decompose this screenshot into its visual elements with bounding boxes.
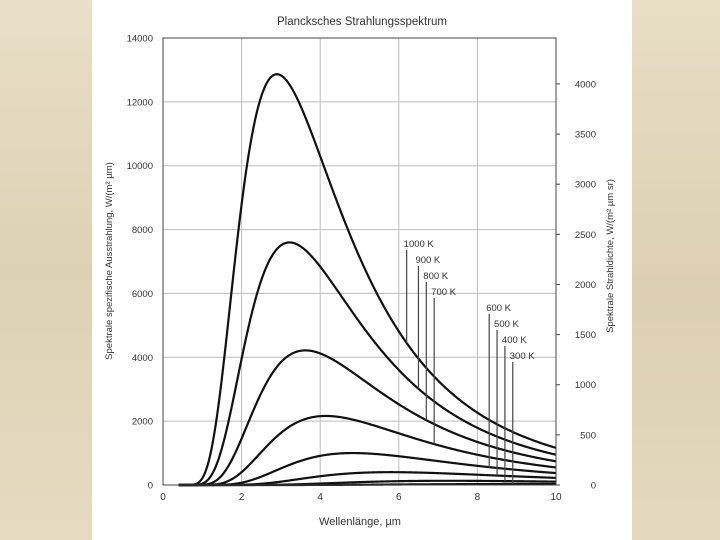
series-line-900k [178,241,557,487]
y-tick-label-left: 4000 [132,353,153,364]
y-tick-label-right: 500 [580,430,596,441]
series-line-1000k [178,73,557,487]
series-line-700k [178,414,557,487]
series-label-500k: 500 K [494,319,519,330]
y-tick-label-right: 3000 [575,180,596,191]
series-label-600k: 600 K [486,303,511,314]
y-tick-label-left: 12000 [127,97,153,108]
background-left-texture [0,0,92,540]
y-axis-label-left: Spektrale spezifische Ausstrahlung, W/(m… [104,162,115,360]
series-label-1000k: 1000 K [404,239,435,250]
series-label-300k: 300 K [510,351,535,362]
x-tick-label: 6 [396,492,402,503]
x-axis-label: Wellenlänge, µm [319,516,401,528]
y-tick-label-right: 1000 [575,380,596,391]
x-tick-label: 2 [239,492,245,503]
y-axis-label-right: Spektrale Strahldichte, W/(m² µm sr) [605,179,616,333]
y-tick-label-left: 2000 [132,417,153,428]
y-tick-label-left: 10000 [127,161,153,172]
series-label-800k: 800 K [423,271,448,282]
y-tick-label-left: 14000 [127,34,153,45]
x-tick-label: 0 [160,492,166,503]
series-line-800k [178,349,557,487]
y-tick-label-right: 0 [591,481,596,492]
series-label-700k: 700 K [431,287,456,298]
y-tick-label-right: 4000 [575,79,596,90]
y-tick-label-left: 8000 [132,225,153,236]
background-right-texture [632,0,720,540]
slide-panel [92,0,632,540]
y-tick-label-left: 6000 [132,289,153,300]
y-tick-label-right: 3500 [575,130,596,141]
x-tick-label: 10 [550,492,562,503]
series-label-900k: 900 K [415,255,440,266]
chart-title: Plancksches Strahlungsspektrum [277,16,447,28]
x-tick-label: 4 [317,492,323,503]
series-label-400k: 400 K [502,335,527,346]
y-tick-label-right: 2500 [575,230,596,241]
plot-frame [162,37,557,486]
y-tick-label-right: 2000 [575,280,596,291]
y-tick-label-left: 0 [148,481,153,492]
y-tick-label-right: 1500 [575,330,596,341]
x-tick-label: 8 [475,492,481,503]
series-line-600k [178,451,557,487]
